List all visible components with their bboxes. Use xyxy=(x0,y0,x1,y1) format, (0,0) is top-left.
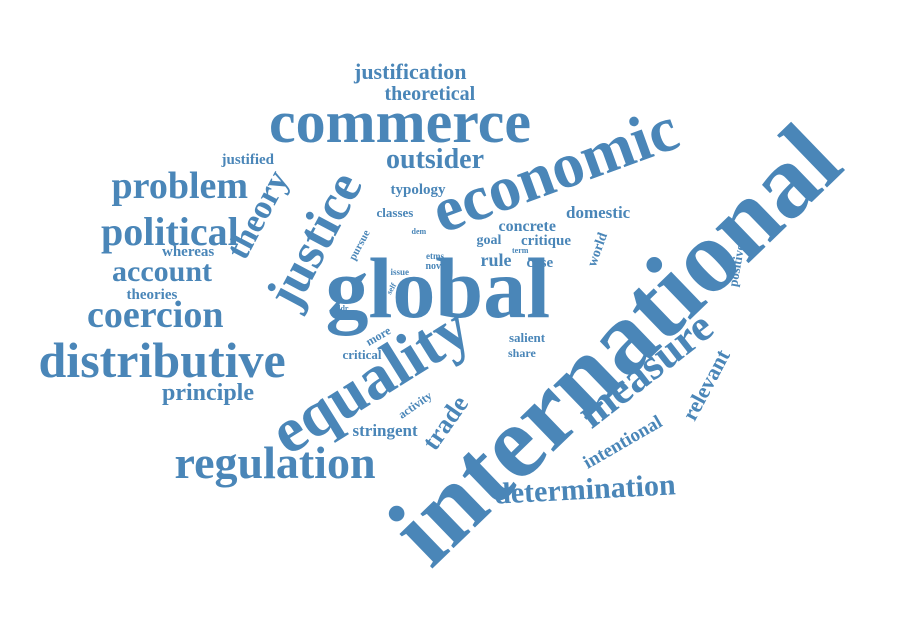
word-term: term xyxy=(512,246,529,255)
word-typology: typology xyxy=(390,181,446,198)
word-regulation: regulation xyxy=(174,437,376,488)
word-critique: critique xyxy=(521,232,571,249)
word-problem: problem xyxy=(111,165,249,207)
word-theories: theories xyxy=(126,286,178,303)
word-determination: determination xyxy=(493,468,677,511)
word-commerce: commerce xyxy=(269,89,532,155)
word-outsider: outsider xyxy=(386,144,484,175)
word-world: world xyxy=(584,230,611,269)
word-political: political xyxy=(101,209,239,254)
word-salient: salient xyxy=(509,329,546,345)
word-principle: principle xyxy=(162,380,255,406)
word-novel: novel xyxy=(425,261,449,272)
word-distributive: distributive xyxy=(38,332,286,388)
word-case: case xyxy=(526,254,554,271)
word-theoretical: theoretical xyxy=(384,83,476,105)
word-goal: goal xyxy=(476,233,502,248)
word-addr: addr xyxy=(332,304,349,313)
word-etms: etms xyxy=(426,250,444,261)
word-dem: dem xyxy=(411,227,427,236)
word-whereas: whereas xyxy=(162,243,215,260)
word-share: share xyxy=(508,346,536,360)
word-critical: critical xyxy=(342,346,382,362)
word-stringent: stringent xyxy=(352,420,418,440)
word-concrete: concrete xyxy=(498,218,556,235)
word-global: global xyxy=(325,240,551,336)
word-classes: classes xyxy=(376,204,414,220)
word-issue: issue xyxy=(390,266,410,277)
word-justification: justification xyxy=(354,59,467,84)
word-rule: rule xyxy=(480,250,512,270)
word-justified: justified xyxy=(221,151,275,168)
word-account: account xyxy=(112,255,212,288)
word-domestic: domestic xyxy=(566,202,631,222)
word-coercion: coercion xyxy=(87,294,224,336)
